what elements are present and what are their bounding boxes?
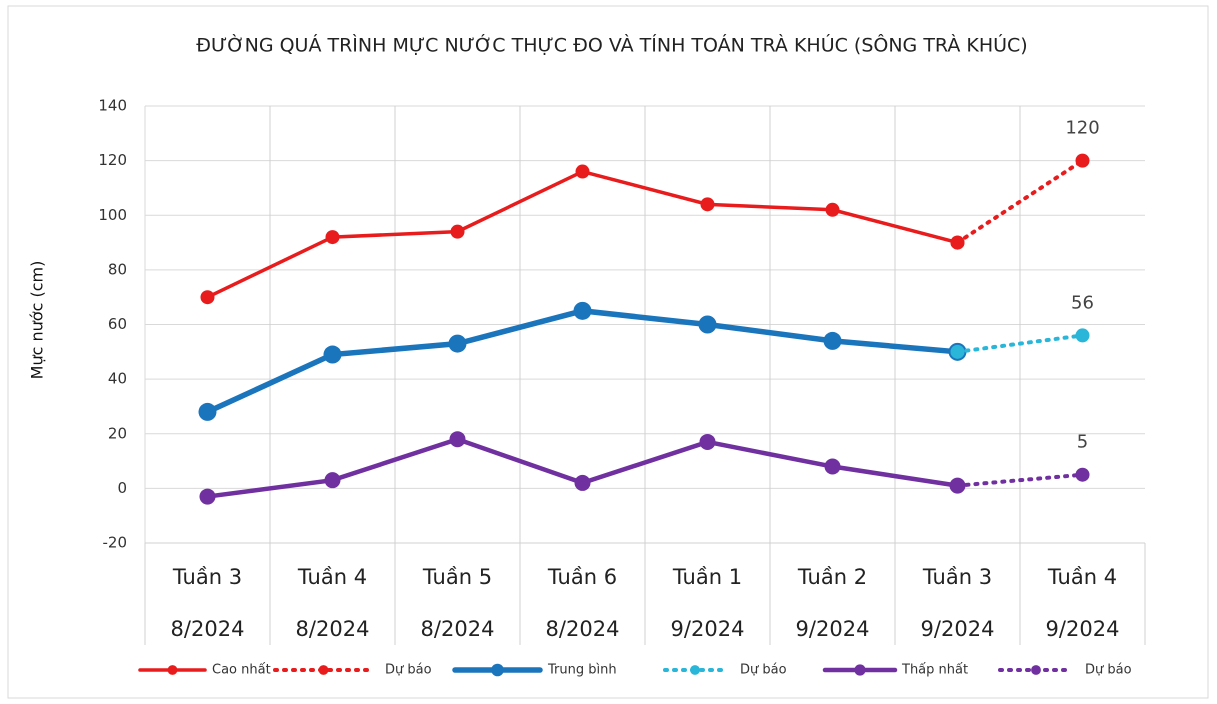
data-point	[449, 431, 466, 448]
data-point	[699, 433, 716, 450]
y-tick-label: 140	[98, 97, 127, 115]
series-line	[955, 333, 1085, 354]
legend-marker	[167, 665, 178, 675]
data-point	[199, 488, 216, 505]
y-tick-label: 60	[108, 315, 127, 333]
chart-title: ĐƯỜNG QUÁ TRÌNH MỰC NƯỚC THỰC ĐO VÀ TÍNH…	[196, 33, 1027, 57]
y-tick-label: 100	[98, 206, 127, 224]
data-point	[825, 202, 840, 217]
legend-marker	[854, 664, 866, 676]
data-point	[323, 345, 342, 364]
data-point	[448, 334, 467, 353]
data-point	[698, 315, 717, 334]
chart-frame	[7, 5, 1209, 699]
data-point	[573, 301, 592, 320]
x-tick-label: Tuần 6	[547, 565, 617, 589]
y-tick-label: 20	[108, 424, 127, 442]
x-tick-label: Tuần 4	[297, 565, 367, 589]
y-tick-label: 40	[108, 370, 127, 388]
data-label: 5	[1077, 432, 1088, 453]
x-tick-label: Tuần 1	[672, 565, 742, 589]
data-point	[324, 472, 341, 489]
y-tick-label: 80	[108, 260, 127, 278]
legend-label: Dự báo	[1085, 663, 1132, 678]
y-tick-label: 120	[98, 151, 127, 169]
legend-label: Cao nhất	[212, 663, 271, 678]
data-point	[325, 230, 340, 245]
legend-label: Dự báo	[385, 663, 432, 678]
data-point	[823, 331, 842, 350]
data-point	[950, 235, 965, 250]
data-point	[1075, 328, 1090, 343]
x-tick-label: 8/2024	[171, 617, 245, 641]
legend-marker	[690, 665, 700, 675]
series-line	[955, 472, 1085, 488]
data-point	[700, 197, 715, 212]
x-tick-label: 8/2024	[546, 617, 620, 641]
y-axis-label: Mực nước (cm)	[28, 261, 47, 380]
legend-marker	[318, 665, 329, 675]
y-tick-label: -20	[103, 534, 128, 552]
legend-marker	[491, 663, 504, 677]
legend-label: Thấp nhất	[901, 663, 968, 678]
x-tick-label: Tuần 4	[1047, 565, 1117, 589]
data-point	[950, 478, 965, 493]
x-tick-label: Tuần 3	[172, 565, 242, 589]
data-point	[824, 458, 841, 475]
y-tick-label: 0	[117, 479, 127, 497]
legend-label: Dự báo	[740, 663, 787, 678]
data-point	[198, 402, 217, 421]
data-point	[1075, 467, 1090, 482]
x-tick-label: 9/2024	[796, 617, 870, 641]
legend-marker	[1031, 665, 1041, 675]
data-point	[575, 164, 590, 179]
data-point	[574, 474, 591, 491]
x-tick-label: 8/2024	[296, 617, 370, 641]
data-point	[200, 290, 215, 305]
legend-label: Trung bình	[547, 663, 617, 678]
data-point	[450, 224, 465, 239]
x-tick-label: 9/2024	[1046, 617, 1120, 641]
x-tick-label: Tuần 5	[422, 565, 492, 589]
data-point	[1075, 153, 1090, 168]
x-tick-label: Tuần 2	[797, 565, 867, 589]
data-label: 120	[1065, 118, 1099, 139]
x-tick-label: 9/2024	[671, 617, 745, 641]
series-line	[955, 158, 1085, 245]
data-label: 56	[1071, 292, 1094, 313]
data-point	[950, 344, 965, 359]
x-tick-label: 8/2024	[421, 617, 495, 641]
x-tick-label: 9/2024	[921, 617, 995, 641]
x-tick-label: Tuần 3	[922, 565, 992, 589]
